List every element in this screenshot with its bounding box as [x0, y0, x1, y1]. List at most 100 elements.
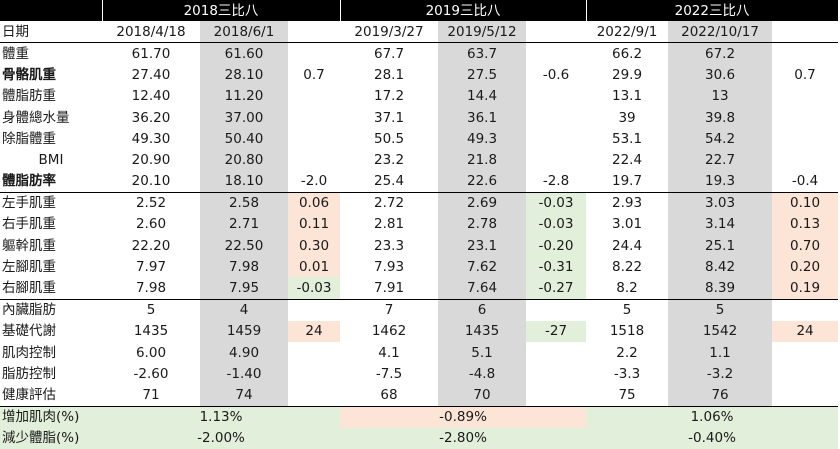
value-cell: 61.70 [131, 45, 171, 62]
row-label: 內臟脂肪 [2, 302, 56, 319]
diff-cell [526, 342, 586, 363]
value-cell: 7.62 [438, 256, 527, 278]
value-cell: 36.20 [131, 109, 171, 126]
value-cell: 1518 [609, 323, 645, 340]
summary-label: 增加肌肉(%) [0, 405, 102, 428]
row-label: 右手肌重 [2, 216, 56, 233]
row-label: 體重 [2, 45, 29, 62]
table-row: 健康評估 71 74 68 70 75 76 [0, 384, 838, 407]
diff-cell [288, 299, 340, 321]
value-cell: -3.2 [668, 363, 773, 385]
value-cell: 14.4 [438, 85, 527, 107]
value-cell: 13.1 [612, 88, 643, 105]
row-label: 肌肉控制 [2, 344, 56, 361]
value-cell: 24.4 [612, 237, 643, 254]
value-cell: 7.64 [438, 277, 527, 300]
value-cell: 4.90 [200, 342, 288, 364]
value-cell: 2.81 [373, 216, 405, 233]
value-cell: -7.5 [375, 365, 403, 382]
diff-cell: 0.70 [772, 235, 839, 257]
table-row: 肌肉控制 6.00 4.90 4.1 5.1 2.2 1.1 [0, 342, 838, 364]
value-cell: 2.58 [200, 192, 288, 214]
value-cell: 19.7 [586, 170, 669, 193]
value-cell: 67.2 [668, 42, 773, 65]
value-cell: 1459 [200, 320, 288, 342]
table-row: 身體總水量 36.20 37.00 37.1 36.1 39 39.8 [0, 106, 838, 129]
date-cell: 2018/4/18 [102, 21, 200, 44]
value-cell: 5 [622, 302, 632, 319]
row-label: 基礎代謝 [2, 323, 56, 340]
value-cell: 2.93 [612, 195, 643, 212]
value-cell: 3.14 [668, 213, 773, 236]
value-cell: 25.4 [340, 170, 439, 193]
diff-cell: 24 [288, 320, 341, 342]
value-cell: 8.39 [668, 277, 773, 300]
diff-cell: 0.19 [772, 277, 839, 300]
diff-cell [526, 384, 586, 406]
value-cell: 27.5 [438, 64, 527, 86]
diff-cell [772, 149, 838, 170]
summary-value-cell: -2.80% [340, 427, 587, 449]
row-label: 身體總水量 [2, 109, 70, 126]
summary-value-cell: 1.06% [586, 405, 839, 428]
value-cell: 29.9 [612, 67, 643, 84]
table-row: 體脂肪率 20.10 18.10 -2.0 25.4 22.6 -2.8 19.7 19.3 -0… [0, 170, 839, 193]
diff-cell: 0.20 [772, 256, 839, 278]
diff-cell [288, 342, 340, 363]
value-cell: 11.20 [200, 85, 288, 107]
summary-value-cell: -2.00% [102, 427, 341, 449]
value-cell: 20.80 [200, 149, 288, 171]
diff-cell: 0.7 [794, 67, 816, 84]
value-cell: 49.30 [131, 130, 171, 147]
table-row: 除脂體重 49.30 50.40 50.5 49.3 53.1 54.2 [0, 128, 838, 150]
row-label: 骨骼肌重 [2, 67, 56, 84]
value-cell: 7.91 [340, 277, 439, 300]
value-cell: 3.01 [612, 216, 643, 233]
value-cell: 39.8 [668, 106, 773, 129]
value-cell: 18.10 [200, 170, 288, 193]
diff-cell: -27 [526, 320, 587, 342]
table-row: 軀幹肌重 22.20 22.50 0.30 23.3 23.1 -0.20 24.4 25.1 0… [0, 235, 839, 257]
diff-cell: -0.03 [526, 192, 587, 214]
value-cell: 2.69 [438, 192, 527, 214]
table-row: 體脂肪重 12.40 11.20 17.2 14.4 13.1 13 [0, 85, 838, 107]
value-cell: 1435 [438, 320, 527, 342]
value-cell: 17.2 [373, 88, 405, 105]
diff-cell [288, 128, 340, 149]
row-label: 體脂肪重 [2, 88, 56, 105]
diff-cell [772, 128, 838, 149]
summary-value-cell: -0.40% [586, 427, 839, 449]
row-label: 右腳肌重 [0, 277, 102, 300]
value-cell: 1542 [668, 320, 773, 342]
summary-row: 增加肌肉(%) 1.13% -0.89% 1.06% [0, 405, 839, 428]
group-header-2018: 2018三比八 [102, 0, 341, 22]
value-cell: 13 [668, 85, 773, 107]
diff-cell: -0.20 [526, 235, 587, 257]
row-label: 除脂體重 [2, 130, 56, 147]
value-cell: 68 [380, 386, 398, 403]
row-label: 脂肪控制 [2, 365, 56, 382]
value-cell: 22.7 [668, 149, 773, 171]
diff-cell: -2.8 [526, 170, 587, 193]
diff-cell [526, 363, 586, 384]
value-cell: 7.93 [373, 258, 405, 275]
group-header-2022: 2022三比八 [586, 0, 839, 22]
value-cell: 8.42 [668, 256, 773, 278]
value-cell: 27.40 [131, 67, 171, 84]
value-cell: 1.1 [668, 342, 773, 364]
diff-cell: -0.6 [542, 67, 570, 84]
date-cell: 2019/3/27 [340, 21, 439, 44]
diff-cell [288, 363, 340, 384]
value-cell: 7.95 [200, 277, 288, 300]
diff-cell [526, 299, 586, 321]
value-cell: 7.97 [135, 258, 167, 275]
value-cell: 21.8 [438, 149, 527, 171]
header-corner-cell [0, 0, 103, 22]
summary-label: 減少體脂(%) [0, 427, 102, 449]
diff-cell [772, 384, 838, 406]
diff-cell [288, 107, 340, 128]
value-cell: 8.2 [586, 277, 669, 300]
value-cell: 30.6 [668, 64, 773, 86]
value-cell: 66.2 [612, 45, 643, 62]
value-cell: 7.98 [200, 256, 288, 278]
